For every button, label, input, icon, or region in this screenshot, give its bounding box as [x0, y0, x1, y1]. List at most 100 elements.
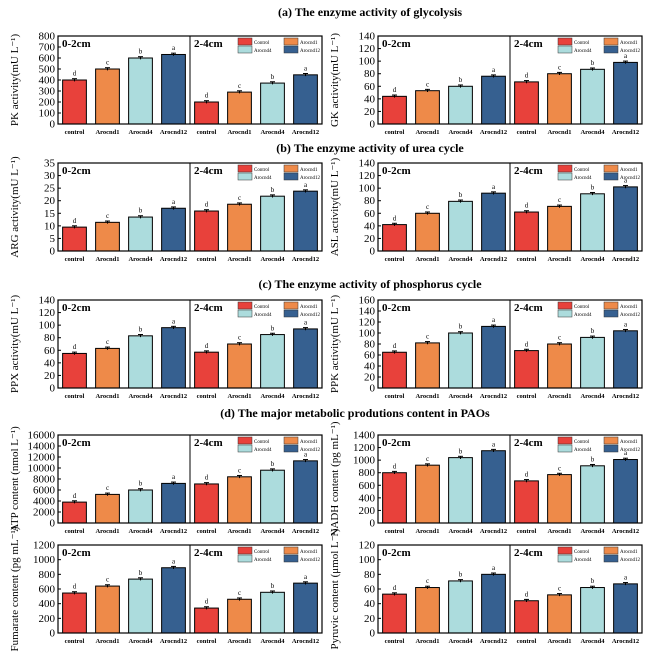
x-tick-label: Arocnd12 [480, 129, 507, 136]
depth-label: 0-2cm [382, 437, 411, 449]
y-tick-label: 120 [359, 170, 376, 182]
significance-letter: a [624, 52, 628, 60]
section-title-phosphorus-cycle: (c) The enzyme activity of phosphorus cy… [258, 277, 482, 291]
bar [227, 598, 252, 634]
x-tick-label: Arocnd12 [612, 129, 639, 136]
x-tick-label: Arocnd4 [448, 129, 473, 136]
legend-swatch [557, 164, 573, 173]
bar [194, 101, 219, 125]
y-tick-label: 500 [39, 64, 56, 76]
x-tick-label: Arocnd1 [415, 638, 439, 645]
significance-letter: a [172, 44, 176, 52]
chart-fumarate: 0 200 400 600 800 1000 1200 Fumarate content (p… [9, 526, 323, 651]
legend-label: Arocnd12 [620, 49, 640, 54]
x-tick-label: Arocnd1 [547, 256, 571, 263]
significance-letter: a [492, 183, 496, 191]
bar [415, 587, 440, 634]
bar [580, 587, 605, 634]
legend-label: Control [574, 168, 590, 173]
bar [227, 203, 252, 252]
significance-letter: d [393, 86, 397, 94]
legend-label: Arocnd4 [574, 558, 592, 563]
x-tick-label: control [385, 528, 405, 535]
plot-frame [57, 544, 323, 634]
legend-swatch [283, 444, 299, 453]
x-tick-label: Arocnd12 [612, 393, 639, 400]
bar [580, 193, 605, 252]
y-tick-label: 8000 [33, 474, 56, 486]
bar [448, 332, 473, 389]
section-title-metabolic-products: (d) The major metabolic produtions conte… [220, 406, 490, 420]
y-tick-label: 60 [364, 350, 376, 362]
x-tick-label: Arocnd12 [292, 638, 319, 645]
bar [613, 61, 638, 125]
bar [260, 82, 285, 125]
y-tick-label: 120 [39, 307, 56, 319]
depth-label: 0-2cm [382, 302, 411, 314]
bar [481, 75, 506, 125]
legend-label: Arocnd12 [300, 176, 320, 181]
depth-label: 2-4cm [514, 302, 543, 314]
legend-label: Arocnd4 [254, 558, 272, 563]
x-tick-label: Arocnd1 [227, 256, 251, 263]
y-tick-label: 20 [364, 106, 376, 118]
bar [293, 190, 318, 252]
bar [481, 192, 506, 252]
significance-letter: d [525, 202, 529, 210]
significance-letter: b [271, 460, 275, 468]
legend-label: Control [254, 440, 270, 445]
x-tick-label: Arocnd4 [260, 393, 285, 400]
y-tick-label: 200 [39, 613, 56, 625]
y-axis-label: NADH content (pg mL⁻¹) [329, 421, 341, 536]
bar [547, 205, 572, 252]
significance-letter: d [525, 471, 529, 479]
significance-letter: d [73, 70, 77, 78]
bar [382, 351, 407, 389]
bar [547, 594, 572, 634]
bar [580, 68, 605, 125]
y-tick-label: 10000 [28, 463, 56, 475]
y-tick-label: 60 [44, 345, 56, 357]
plot-frame [377, 35, 643, 125]
x-tick-label: Arocnd12 [160, 393, 187, 400]
x-tick-label: Arocnd1 [95, 528, 119, 535]
bar [415, 90, 440, 125]
legend-swatch [603, 172, 619, 181]
x-tick-label: control [65, 393, 85, 400]
y-tick-label: 0 [50, 246, 56, 258]
bar [95, 493, 120, 524]
y-tick-label: 1200 [33, 540, 56, 552]
x-tick-label: control [517, 393, 537, 400]
significance-letter: b [139, 326, 143, 334]
significance-letter: b [271, 582, 275, 590]
significance-letter: a [492, 440, 496, 448]
legend-swatch [557, 444, 573, 453]
x-tick-label: Arocnd12 [160, 129, 187, 136]
x-tick-label: Arocnd4 [260, 638, 285, 645]
significance-letter: b [139, 48, 143, 56]
legend-label: Arocnd1 [620, 41, 638, 46]
x-tick-label: Arocnd12 [292, 393, 319, 400]
legend-label: Arocnd1 [300, 440, 318, 445]
y-tick-label: 1000 [33, 554, 56, 566]
bar [547, 343, 572, 389]
bar [62, 352, 87, 389]
x-tick-label: Arocnd1 [95, 393, 119, 400]
bar [128, 335, 153, 389]
legend-swatch [237, 45, 253, 54]
legend-swatch [557, 309, 573, 318]
bar [448, 580, 473, 634]
significance-letter: d [205, 342, 209, 350]
legend-swatch [283, 554, 299, 563]
y-axis-label: PK activity(mU L⁻¹) [9, 34, 21, 127]
y-tick-label: 35 [44, 158, 56, 170]
y-tick-label: 0 [370, 119, 376, 131]
y-tick-label: 120 [359, 317, 376, 329]
y-tick-label: 0 [370, 518, 376, 530]
significance-letter: b [271, 324, 275, 332]
significance-letter: d [73, 343, 77, 351]
legend-label: Control [574, 550, 590, 555]
significance-letter: d [393, 584, 397, 592]
